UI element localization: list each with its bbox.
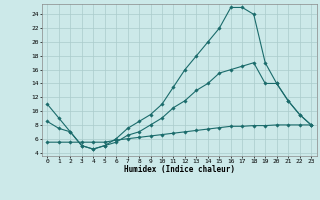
X-axis label: Humidex (Indice chaleur): Humidex (Indice chaleur) (124, 165, 235, 174)
